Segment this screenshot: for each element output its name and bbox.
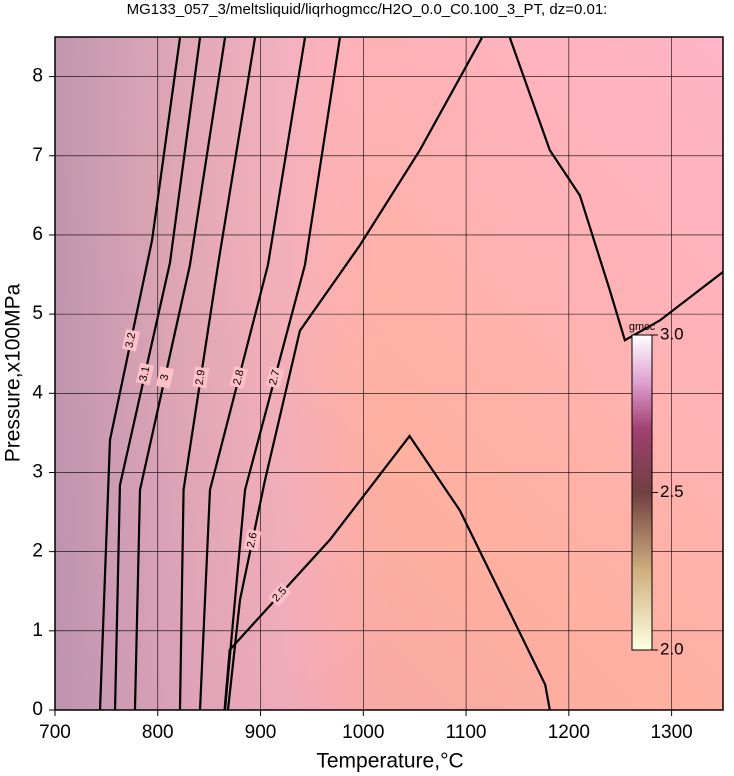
contour-label: 2.9 [194,369,208,386]
colorbar-tick-label: 2.0 [660,639,684,658]
contour-label-bg [229,366,249,389]
colorbar [631,334,653,651]
y-tick-label: 0 [32,699,43,720]
x-tick-label: 1100 [446,722,487,743]
x-tick-label: 700 [39,722,71,743]
y-tick-label: 1 [32,620,43,641]
colorbar-tick-label: 2.5 [660,482,684,501]
y-tick-label: 5 [32,303,43,324]
y-tick-label: 7 [32,145,43,166]
y-axis-label: Pressure,x100MPa [2,283,25,462]
y-tick-label: 3 [32,461,43,482]
x-tick-label: 1200 [548,722,590,743]
contour-label-bg [265,365,285,389]
x-tick-label: 1300 [650,722,692,743]
y-tick-label: 8 [32,66,43,87]
contour-label: 3.2 [123,332,138,349]
contour-label-bg [267,582,292,607]
contour-label-bg [135,362,154,386]
contour-label: 2.7 [267,368,283,386]
plot-shade [55,37,723,710]
contour-label: 3.1 [137,365,152,383]
plot-frame [54,36,724,711]
contour-label-bg [122,329,140,352]
contour-label: 3 [158,373,171,382]
contour-label-bg [243,528,262,552]
y-tick-label: 6 [32,224,43,245]
y-tick-label: 2 [32,541,43,562]
chart-title: MG133_057_3/meltsliquid/liqrhogmcc/H2O_0… [127,1,608,18]
x-tick-label: 900 [245,722,277,743]
contour-label: 2.8 [231,369,246,387]
contour-label-bg [192,366,210,389]
x-tick-label: 800 [142,722,174,743]
y-tick-label: 4 [32,382,43,403]
contour-label-bg [155,366,174,389]
colorbar-label: gmcc [629,321,656,333]
contour-label: 2.6 [245,531,260,548]
x-tick-label: 1000 [342,722,384,743]
contour-line [226,37,724,711]
colorbar-tick-label: 3.0 [660,324,684,343]
x-axis-label: Temperature,°C [316,750,463,773]
